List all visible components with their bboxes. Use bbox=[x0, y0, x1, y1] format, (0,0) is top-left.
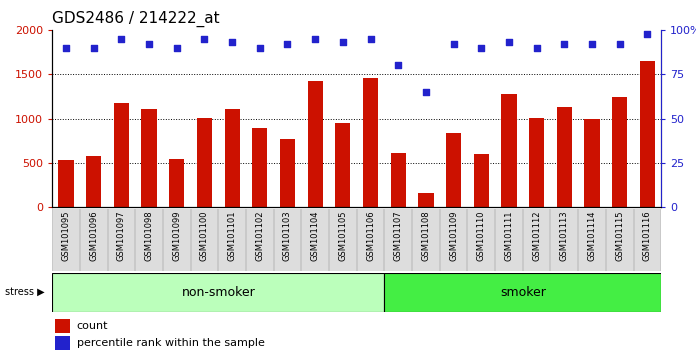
Point bbox=[227, 40, 238, 45]
Bar bbox=[523, 209, 551, 271]
Point bbox=[282, 41, 293, 47]
Bar bbox=[135, 209, 163, 271]
Text: GSM101111: GSM101111 bbox=[505, 211, 514, 261]
Point bbox=[475, 45, 487, 51]
Bar bbox=[169, 159, 184, 207]
Point bbox=[199, 36, 210, 42]
Text: GSM101099: GSM101099 bbox=[173, 211, 181, 261]
Bar bbox=[280, 139, 295, 207]
Bar bbox=[252, 128, 267, 207]
Bar bbox=[446, 133, 461, 207]
Bar bbox=[113, 103, 129, 207]
Bar bbox=[108, 209, 135, 271]
Point bbox=[338, 40, 349, 45]
Text: count: count bbox=[77, 321, 108, 331]
Bar bbox=[225, 109, 239, 207]
Text: GSM101098: GSM101098 bbox=[145, 211, 154, 261]
Bar bbox=[633, 209, 661, 271]
Point bbox=[365, 36, 376, 42]
Bar bbox=[52, 209, 80, 271]
Bar bbox=[418, 193, 434, 207]
Point bbox=[531, 45, 542, 51]
Bar bbox=[468, 209, 495, 271]
Text: GSM101102: GSM101102 bbox=[255, 211, 264, 261]
Point bbox=[503, 40, 514, 45]
Text: GSM101101: GSM101101 bbox=[228, 211, 237, 261]
Bar bbox=[612, 97, 627, 207]
Bar bbox=[384, 273, 661, 312]
Text: GSM101104: GSM101104 bbox=[310, 211, 319, 261]
Point bbox=[254, 45, 265, 51]
Text: GSM101106: GSM101106 bbox=[366, 211, 375, 261]
Text: GSM101107: GSM101107 bbox=[394, 211, 403, 261]
Text: GSM101109: GSM101109 bbox=[449, 211, 458, 261]
Point bbox=[393, 63, 404, 68]
Text: GSM101105: GSM101105 bbox=[338, 211, 347, 261]
Bar bbox=[58, 160, 74, 207]
Text: GSM101114: GSM101114 bbox=[587, 211, 596, 261]
Bar bbox=[163, 209, 191, 271]
Point bbox=[559, 41, 570, 47]
Text: GSM101100: GSM101100 bbox=[200, 211, 209, 261]
Bar bbox=[308, 81, 323, 207]
Bar bbox=[141, 109, 157, 207]
Bar bbox=[55, 336, 70, 350]
Bar bbox=[440, 209, 468, 271]
Bar bbox=[474, 154, 489, 207]
Point bbox=[61, 45, 72, 51]
Text: GSM101103: GSM101103 bbox=[283, 211, 292, 261]
Point bbox=[642, 31, 653, 36]
Bar bbox=[335, 123, 351, 207]
Point bbox=[143, 41, 155, 47]
Bar bbox=[191, 209, 219, 271]
Bar bbox=[329, 209, 356, 271]
Bar bbox=[495, 209, 523, 271]
Text: GSM101108: GSM101108 bbox=[421, 211, 430, 261]
Text: GSM101096: GSM101096 bbox=[89, 211, 98, 261]
Point bbox=[171, 45, 182, 51]
Point bbox=[614, 41, 625, 47]
Text: GSM101115: GSM101115 bbox=[615, 211, 624, 261]
Bar bbox=[501, 94, 516, 207]
Text: GSM101110: GSM101110 bbox=[477, 211, 486, 261]
Point bbox=[88, 45, 100, 51]
Text: GSM101113: GSM101113 bbox=[560, 211, 569, 261]
Bar bbox=[585, 119, 600, 207]
Text: percentile rank within the sample: percentile rank within the sample bbox=[77, 338, 264, 348]
Bar bbox=[606, 209, 633, 271]
Bar bbox=[52, 273, 384, 312]
Point bbox=[448, 41, 459, 47]
Point bbox=[587, 41, 598, 47]
Bar bbox=[246, 209, 274, 271]
Text: stress ▶: stress ▶ bbox=[5, 287, 45, 297]
Bar bbox=[578, 209, 606, 271]
Point bbox=[420, 89, 432, 95]
Bar bbox=[219, 209, 246, 271]
Point bbox=[116, 36, 127, 42]
Text: GSM101097: GSM101097 bbox=[117, 211, 126, 261]
Bar bbox=[384, 209, 412, 271]
Text: smoker: smoker bbox=[500, 286, 546, 298]
Point bbox=[310, 36, 321, 42]
Bar bbox=[86, 156, 102, 207]
Bar bbox=[557, 107, 572, 207]
Bar bbox=[80, 209, 108, 271]
Text: GSM101112: GSM101112 bbox=[532, 211, 541, 261]
Bar bbox=[640, 61, 655, 207]
Text: GSM101116: GSM101116 bbox=[643, 211, 652, 261]
Bar bbox=[412, 209, 440, 271]
Text: GSM101095: GSM101095 bbox=[61, 211, 70, 261]
Bar bbox=[197, 118, 212, 207]
Text: GDS2486 / 214222_at: GDS2486 / 214222_at bbox=[52, 10, 220, 27]
Bar bbox=[301, 209, 329, 271]
Text: non-smoker: non-smoker bbox=[182, 286, 255, 298]
Bar bbox=[363, 78, 378, 207]
Bar bbox=[274, 209, 301, 271]
Bar bbox=[529, 118, 544, 207]
Bar bbox=[356, 209, 384, 271]
Bar bbox=[390, 153, 406, 207]
Bar bbox=[55, 319, 70, 333]
Bar bbox=[551, 209, 578, 271]
